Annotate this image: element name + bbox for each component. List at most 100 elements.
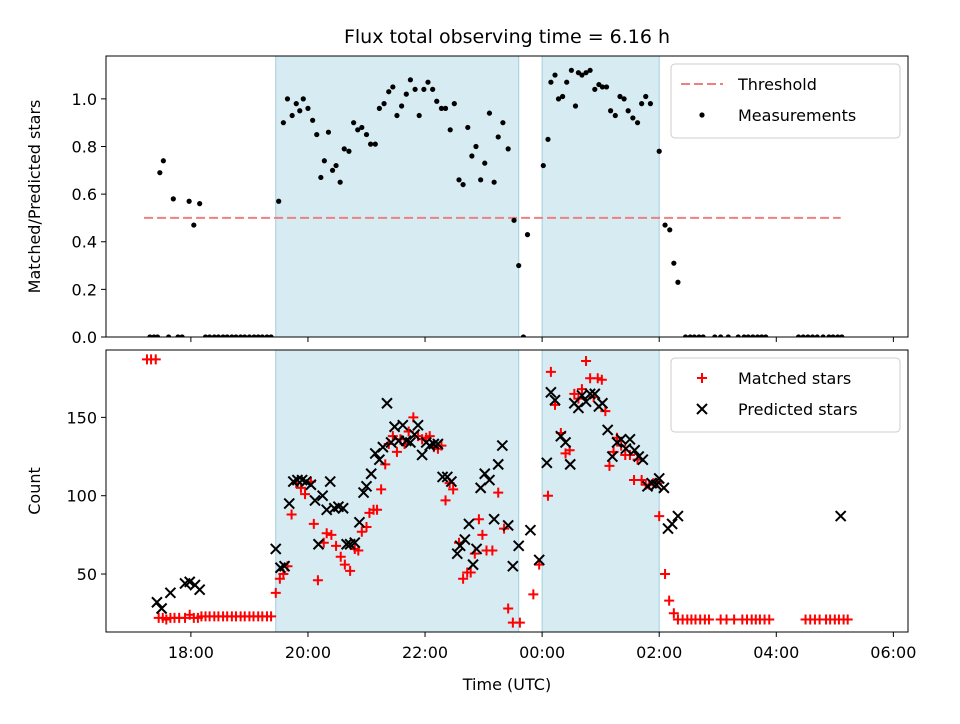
predicted-star-point — [496, 439, 509, 452]
measurement-point — [639, 101, 645, 107]
predicted-star-point — [428, 438, 440, 450]
measurement-point — [621, 96, 627, 102]
predicted-star-point — [524, 524, 537, 536]
predicted-star-point — [337, 502, 349, 514]
measurement-point — [207, 334, 213, 337]
y-tick-label: 100 — [66, 487, 97, 506]
predicted-star-point — [459, 533, 471, 546]
measurement-point — [341, 146, 347, 152]
measurement-point — [259, 334, 265, 337]
measurement-point — [548, 79, 554, 85]
measurement-point — [434, 98, 440, 104]
predicted-star-point — [436, 471, 449, 483]
measurement-point — [579, 72, 585, 78]
measurement-point — [691, 334, 697, 337]
matched-star-point — [487, 545, 498, 556]
measurement-point — [675, 279, 681, 285]
measurement-point — [763, 334, 769, 337]
matched-star-point — [545, 366, 556, 377]
x-tick-label: 00:00 — [519, 643, 565, 662]
predicted-star-point — [513, 540, 525, 552]
x-tick-label: 04:00 — [753, 643, 799, 662]
measurement-point — [381, 101, 387, 107]
measurement-point — [197, 201, 203, 207]
bottom-panel-counts: 50 100 150 18:00 20:00 22:00 00:00 02:00 04:00 06… — [25, 349, 916, 694]
y-tick-label: 0.6 — [72, 185, 97, 204]
measurement-point — [647, 101, 654, 107]
y-tick-label: 150 — [66, 408, 97, 427]
measurement-point — [321, 158, 327, 164]
predicted-star-point — [653, 472, 665, 485]
measurement-point — [305, 105, 311, 111]
measurement-point — [325, 129, 332, 135]
matched-star-point — [345, 565, 356, 576]
matched-star-point — [600, 406, 611, 417]
measurement-point — [284, 96, 291, 102]
measurement-point — [625, 108, 631, 114]
matched-star-point — [286, 509, 297, 520]
measurement-point — [430, 86, 436, 92]
measurement-point — [540, 162, 546, 169]
matched-star-point — [473, 514, 484, 525]
measurement-point — [662, 222, 668, 228]
predicted-star-point — [650, 479, 662, 491]
predicted-star-point — [559, 436, 572, 449]
matched-star-point — [542, 490, 553, 501]
measurement-point — [425, 79, 431, 85]
predicted-star-point — [564, 458, 576, 471]
measurement-point — [220, 334, 226, 337]
predicted-star-point — [601, 424, 614, 436]
matched-star-point — [335, 551, 346, 562]
measurement-point — [229, 334, 235, 337]
predicted-star-point — [658, 482, 670, 494]
measurement-point — [603, 84, 610, 90]
matched-star-point — [842, 614, 853, 625]
measurement-point — [800, 334, 806, 337]
measurement-point — [839, 334, 845, 337]
measurement-point — [587, 67, 593, 73]
measurement-point — [826, 334, 832, 337]
measurement-point — [643, 93, 649, 100]
measurement-point — [170, 196, 176, 202]
predicted-star-point — [193, 583, 206, 596]
measurement-point — [830, 334, 836, 337]
y-axis-label: Count — [25, 467, 44, 515]
measurement-point — [608, 108, 614, 114]
y-tick-label: 0.4 — [72, 233, 97, 252]
measurement-point — [667, 227, 673, 233]
predicted-star-point — [377, 441, 389, 453]
measurement-point — [572, 103, 579, 109]
matched-star-point — [668, 608, 679, 619]
predicted-star-point — [507, 560, 519, 572]
x-tick-label: 22:00 — [402, 643, 448, 662]
measurement-point — [399, 103, 405, 109]
x-tick-label: 06:00 — [870, 643, 916, 662]
measurement-point — [157, 170, 163, 176]
measurement-point — [289, 112, 295, 119]
measurement-point — [318, 174, 324, 181]
measurement-point — [175, 334, 181, 337]
measurement-point — [329, 167, 336, 173]
y-tick-label: 1.0 — [72, 90, 97, 109]
plot-area — [144, 56, 845, 337]
measurement-point — [478, 177, 484, 183]
measurement-point — [154, 334, 161, 337]
legend: Matched stars Predicted stars — [670, 357, 901, 433]
measurement-point — [242, 334, 248, 337]
predicted-star-point — [470, 543, 483, 555]
matched-star-point — [331, 540, 342, 551]
measurement-point — [634, 120, 641, 126]
predicted-star-point — [834, 510, 847, 522]
predicted-star-point — [353, 516, 366, 529]
measurement-point — [211, 334, 217, 337]
predicted-star-point — [467, 558, 479, 571]
measurement-point — [416, 112, 422, 119]
predicted-star-point — [541, 457, 553, 469]
matched-star-point — [604, 460, 615, 471]
measurement-point — [390, 84, 396, 90]
plot-area — [141, 350, 853, 632]
measurement-point — [333, 162, 339, 169]
legend: Threshold Measurements — [670, 63, 901, 139]
measurement-point — [564, 79, 570, 85]
legend-box — [670, 357, 901, 433]
